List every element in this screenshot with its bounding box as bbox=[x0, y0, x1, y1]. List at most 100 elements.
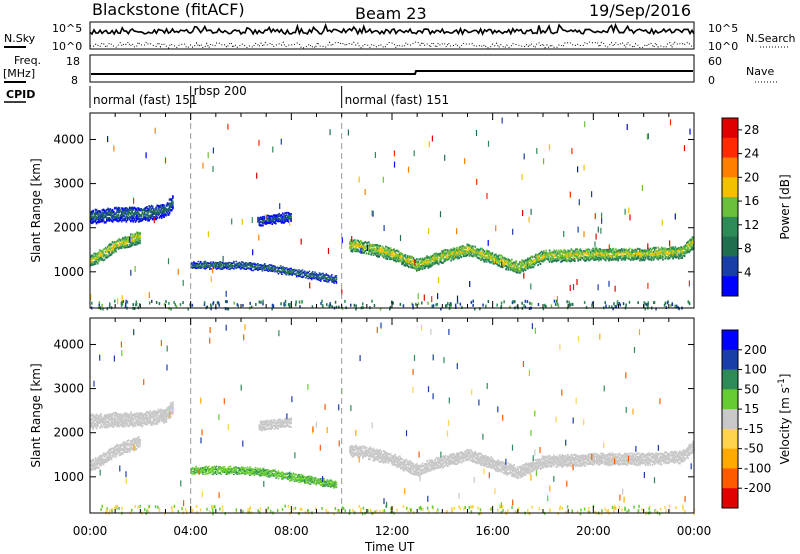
velocity-cell bbox=[95, 416, 98, 419]
velocity-cell bbox=[126, 450, 129, 453]
power-cell bbox=[204, 260, 207, 262]
power-cell bbox=[205, 265, 208, 268]
power-cell bbox=[608, 244, 610, 251]
velocity-cell bbox=[120, 451, 123, 454]
power-cell bbox=[263, 265, 266, 268]
power-cell bbox=[664, 247, 666, 250]
power-cell bbox=[472, 303, 474, 307]
power-cell bbox=[108, 246, 110, 249]
power-band-4 bbox=[258, 211, 292, 227]
power-cell bbox=[139, 235, 141, 238]
power-cell bbox=[165, 210, 168, 213]
velocity-cell bbox=[124, 442, 126, 445]
power-cell bbox=[394, 253, 396, 256]
power-cell bbox=[288, 305, 291, 309]
velocity-cell bbox=[146, 417, 148, 420]
power-cell bbox=[430, 262, 433, 265]
nsearch-trace bbox=[89, 40, 695, 49]
power-cell bbox=[144, 218, 147, 221]
power-cell bbox=[190, 262, 193, 264]
power-cell bbox=[133, 206, 136, 210]
power-cell bbox=[572, 256, 575, 259]
velocity-cell bbox=[194, 469, 196, 471]
velocity-cell bbox=[115, 453, 117, 456]
power-cell bbox=[90, 221, 92, 224]
power-cell bbox=[107, 255, 109, 258]
velocity-cell bbox=[221, 466, 224, 469]
power-cell bbox=[117, 244, 120, 247]
velocity-cell bbox=[215, 473, 218, 475]
power-cell bbox=[352, 240, 355, 243]
velocity-cell bbox=[119, 413, 122, 416]
power-cell bbox=[428, 262, 431, 265]
power-cell bbox=[227, 267, 229, 269]
power-cell bbox=[282, 266, 284, 268]
power-cell bbox=[107, 211, 109, 214]
power-cell bbox=[468, 252, 471, 255]
power-cell bbox=[589, 252, 592, 255]
power-cell bbox=[350, 247, 353, 250]
power-cell bbox=[554, 254, 557, 257]
power-cell bbox=[556, 295, 558, 302]
power-cell bbox=[486, 255, 489, 258]
power-cell bbox=[287, 215, 290, 218]
power-cell bbox=[591, 191, 593, 198]
velocity-cell bbox=[219, 472, 221, 474]
power-cell bbox=[317, 275, 320, 277]
power-cell bbox=[639, 259, 641, 262]
power-cell bbox=[493, 262, 496, 265]
power-cell bbox=[666, 301, 669, 305]
power-cell bbox=[609, 250, 611, 253]
power-cell bbox=[193, 263, 195, 266]
power-cell bbox=[609, 249, 611, 252]
power-cell bbox=[607, 254, 609, 257]
power-cell bbox=[652, 253, 655, 256]
power-cell bbox=[366, 241, 369, 244]
velocity-cell bbox=[101, 425, 104, 429]
power-cell bbox=[571, 252, 574, 255]
power-cell bbox=[613, 302, 615, 306]
power-cell bbox=[120, 207, 123, 210]
power-cell bbox=[128, 211, 131, 214]
power-cell bbox=[414, 260, 417, 263]
power-cell bbox=[239, 268, 242, 270]
power-cell bbox=[678, 307, 680, 311]
power-cell bbox=[553, 255, 555, 258]
power-cell bbox=[689, 242, 692, 245]
power-cell bbox=[688, 248, 690, 251]
power-cell bbox=[660, 251, 663, 254]
power-cell bbox=[432, 258, 434, 261]
power-cell bbox=[153, 217, 155, 224]
power-cell bbox=[660, 248, 663, 251]
power-cell bbox=[370, 250, 372, 253]
velocity-cell bbox=[149, 422, 152, 425]
power-cell bbox=[265, 214, 267, 221]
velocity-cell bbox=[101, 460, 104, 463]
power-cell bbox=[457, 257, 459, 260]
power-cell bbox=[191, 262, 194, 264]
power-cell bbox=[139, 208, 141, 211]
velocity-cell bbox=[170, 410, 173, 414]
power-cell bbox=[432, 304, 435, 308]
power-cell bbox=[498, 264, 501, 267]
power-cell bbox=[256, 172, 258, 179]
power-cell bbox=[413, 267, 416, 270]
power-cell bbox=[609, 254, 611, 257]
power-cell bbox=[676, 251, 679, 254]
power-cell bbox=[382, 251, 385, 254]
power-cell bbox=[523, 262, 526, 265]
power-cell bbox=[139, 303, 141, 307]
power-cell bbox=[488, 255, 490, 258]
power-cell bbox=[657, 253, 660, 256]
power-cell bbox=[91, 217, 93, 221]
power-cell bbox=[589, 251, 592, 254]
power-cell bbox=[90, 264, 92, 267]
power-cell bbox=[557, 304, 560, 308]
power-cell bbox=[504, 259, 506, 262]
power-cell bbox=[632, 254, 634, 257]
power-cell bbox=[317, 274, 320, 276]
velocity-cell bbox=[96, 461, 99, 464]
power-cell bbox=[571, 258, 574, 261]
velocity-cell bbox=[116, 414, 118, 417]
power-cell bbox=[406, 255, 409, 258]
